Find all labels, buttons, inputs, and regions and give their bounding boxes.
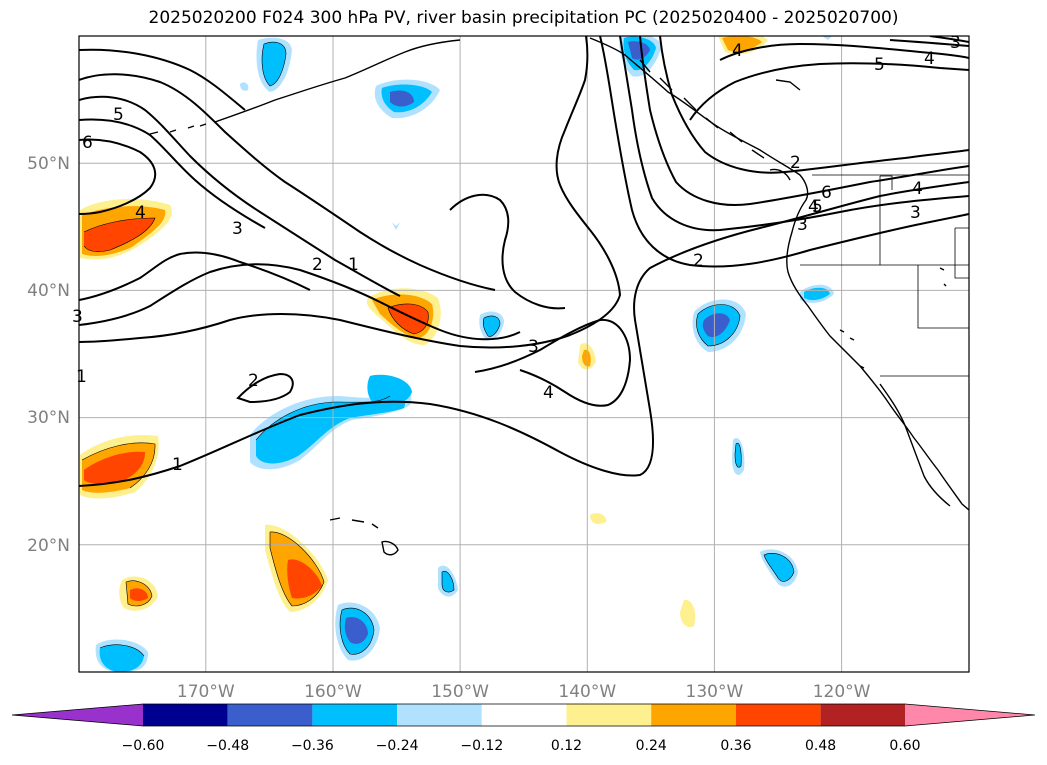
- contour-label: 1: [76, 367, 87, 387]
- contour-label: 1: [172, 455, 183, 475]
- contour-label: 4: [135, 203, 146, 223]
- colorbar-over-arrow: [905, 704, 1035, 726]
- contour-label: 4: [924, 49, 935, 69]
- colorbar-tick-label: 0.60: [889, 738, 920, 754]
- precip-anomaly-negative: [374, 79, 440, 119]
- precip-contour-outlines: [81, 41, 795, 657]
- contour-label: 6: [82, 133, 93, 153]
- contour-label: 4: [808, 197, 819, 217]
- precip-anomaly-negative: [760, 549, 798, 587]
- precip-anomaly-negative: [692, 299, 746, 352]
- contour-label: 3: [232, 219, 243, 239]
- lon-label: 160°W: [304, 682, 362, 702]
- latitude-labels: 50°N 40°N 30°N 20°N: [27, 154, 70, 556]
- precip-anomaly-positive: [265, 524, 328, 612]
- contour-label: 6: [821, 183, 832, 203]
- contour-label: 2: [248, 371, 259, 391]
- contour-label: 5: [874, 55, 885, 75]
- colorbar-segment: [143, 704, 228, 726]
- colorbar-segment: [481, 704, 567, 726]
- contour-label: 4: [912, 179, 923, 199]
- colorbar-tick-label: 0.48: [805, 738, 836, 754]
- colorbar-segment: [566, 704, 652, 726]
- map-gridlines: [79, 36, 969, 672]
- lat-label: 40°N: [27, 281, 70, 301]
- colorbar-tick-label: −0.48: [206, 738, 249, 754]
- contour-label: 2: [790, 153, 801, 173]
- precip-shading: [80, 36, 834, 672]
- lat-label: 50°N: [27, 154, 70, 174]
- colorbar-segment: [227, 704, 313, 726]
- coastlines: [149, 37, 969, 556]
- contour-label: 3: [797, 215, 808, 235]
- colorbar-under-arrow: [12, 704, 143, 726]
- colorbar-tick-label: 0.36: [720, 738, 751, 754]
- lon-label: 170°W: [177, 682, 235, 702]
- lon-label: 120°W: [813, 682, 871, 702]
- precip-anomaly-negative: [95, 639, 148, 672]
- lat-label: 30°N: [27, 408, 70, 428]
- lat-label: 20°N: [27, 536, 70, 556]
- contour-label: 1: [348, 255, 359, 275]
- colorbar-segment: [820, 704, 905, 726]
- precip-anomaly-positive: [80, 198, 172, 260]
- contour-label: 3: [950, 33, 961, 53]
- colorbar-segment: [397, 704, 482, 726]
- map-frame: [78, 35, 970, 673]
- colorbar-tick-label: −0.60: [122, 738, 165, 754]
- precip-anomaly-positive: [119, 576, 158, 611]
- contour-label: 3: [528, 337, 539, 357]
- map-title: 2025020200 F024 300 hPa PV, river basin …: [148, 8, 899, 28]
- lon-label: 130°W: [686, 682, 744, 702]
- lon-label: 140°W: [558, 682, 616, 702]
- colorbar-tick-label: 0.12: [551, 738, 582, 754]
- political-borders: [800, 174, 969, 377]
- lon-label: 150°W: [431, 682, 489, 702]
- precip-anomaly-positive: [680, 599, 696, 628]
- precip-anomaly-positive: [590, 513, 607, 524]
- contour-label: 5: [812, 197, 823, 217]
- colorbar-tick-label: −0.36: [291, 738, 334, 754]
- colorbar-tick-label: −0.12: [460, 738, 503, 754]
- pv-contour-labels: 1 2 3 4 5 6 1 2 3 4 2 3 4 5 6 5 4 3 2 3 …: [72, 33, 961, 475]
- contour-label: 4: [732, 41, 743, 61]
- longitude-labels: 170°W 160°W 150°W 140°W 130°W 120°W: [177, 682, 871, 702]
- map-background: [79, 36, 969, 672]
- precip-anomaly-positive: [80, 434, 159, 499]
- contour-label: 2: [693, 251, 704, 271]
- contour-label: 3: [910, 203, 921, 223]
- colorbar-tick-label: −0.24: [376, 738, 419, 754]
- colorbar-ticks: −0.60 −0.48 −0.36 −0.24 −0.12 0.12 0.24 …: [122, 738, 921, 754]
- colorbar-segment: [735, 704, 821, 726]
- colorbar-segment: [312, 704, 398, 726]
- contour-label: 3: [72, 307, 83, 327]
- contour-label: 4: [543, 383, 554, 403]
- colorbar: −0.60 −0.48 −0.36 −0.24 −0.12 0.12 0.24 …: [11, 703, 1036, 754]
- colorbar-tick-label: 0.24: [636, 738, 667, 754]
- pv-contours: [79, 36, 969, 487]
- colorbar-segment: [651, 704, 736, 726]
- contour-label: 2: [312, 255, 323, 275]
- contour-label: 5: [113, 105, 124, 125]
